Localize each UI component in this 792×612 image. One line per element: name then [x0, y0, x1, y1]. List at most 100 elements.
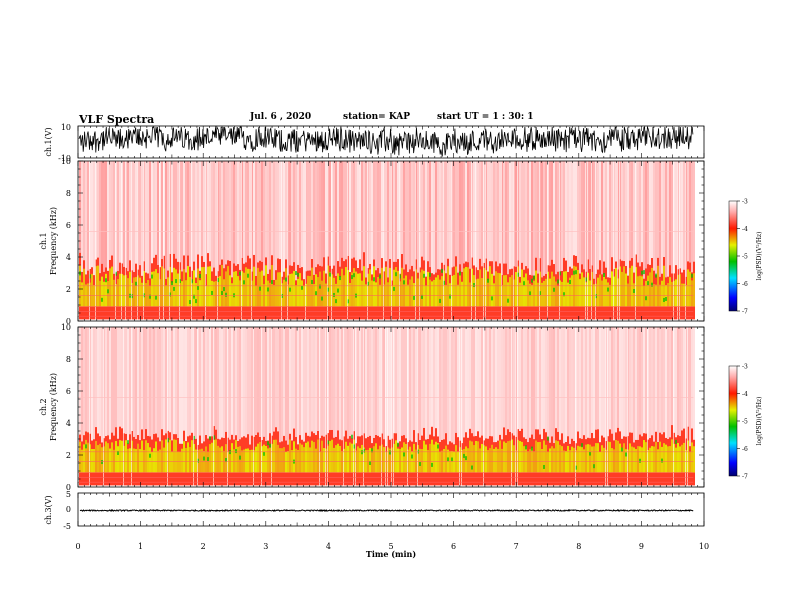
spectrogram-cell	[395, 267, 397, 307]
spectrogram-cell	[225, 327, 227, 432]
time-tick-label: 8	[576, 542, 581, 551]
spectrogram-cell	[505, 327, 507, 436]
spectrogram-cell	[601, 161, 603, 275]
spectrogram-cell	[377, 277, 379, 307]
spectrogram-cell	[99, 443, 101, 473]
spectrogram-cell	[167, 277, 169, 307]
spectrogram-cell	[689, 271, 691, 307]
spectrogram-cell	[653, 327, 655, 442]
spectrogram-cell	[509, 327, 511, 432]
spectrogram-cell	[315, 327, 317, 435]
spectrogram-cell	[423, 440, 425, 473]
ch2-colorbar-ticks: -3 -4 -5 -6 -7	[737, 364, 748, 481]
spectrogram-cell	[387, 282, 389, 307]
spectrogram-cell	[377, 161, 379, 269]
spectrogram-cell	[305, 327, 307, 433]
ch1-spectrogram-ticks	[77, 160, 705, 322]
spectrogram-cell	[593, 327, 595, 439]
spectrogram-cell	[459, 273, 461, 307]
spectrogram-cell	[255, 161, 257, 276]
spectrogram-cell	[551, 446, 553, 473]
spectrogram-cell	[249, 269, 251, 307]
spectrogram-cell	[351, 434, 353, 439]
spectrogram-cell	[593, 446, 595, 473]
spectrogram-cell	[487, 278, 489, 283]
spectrogram-cell	[325, 161, 327, 274]
spectrogram-cell	[625, 327, 627, 437]
plot-title: VLF Spectra	[79, 113, 155, 126]
spectrogram-cell	[383, 447, 385, 473]
ch2-spectrogram-ticks	[77, 326, 705, 488]
spectrogram-cell	[163, 161, 164, 321]
spectrogram-cell	[369, 161, 371, 264]
spectrogram-cell	[323, 270, 325, 307]
spectrogram-cell	[161, 440, 163, 473]
spectrogram-cell	[215, 281, 217, 307]
spectrogram-cell	[249, 161, 251, 259]
spectrogram-cell	[207, 161, 209, 254]
spectrogram-cell	[571, 275, 573, 307]
spectrogram-cell	[421, 269, 423, 307]
spectrogram-cell	[227, 161, 229, 261]
spectrogram-cell	[389, 327, 391, 440]
spectrogram-cell	[551, 161, 553, 260]
spectrogram-cell	[189, 447, 191, 473]
spectrogram-cell	[307, 161, 309, 271]
spectrogram-cell	[455, 161, 457, 257]
spectrogram-cell	[253, 161, 255, 255]
spectrogram-cell	[269, 161, 271, 270]
spectrogram-cell	[599, 451, 601, 473]
spectrogram-cell	[207, 457, 209, 462]
spectrogram-cell	[223, 279, 225, 307]
spectrogram-cell	[617, 161, 618, 321]
spectrogram-cell	[567, 445, 569, 473]
spectrogram-cell	[181, 327, 183, 444]
spectrogram-cell	[655, 441, 657, 473]
spectrogram-cell	[561, 446, 563, 473]
spectrogram-cell	[237, 276, 239, 307]
spectrogram-cell	[199, 161, 201, 271]
spectrogram-cell	[183, 269, 185, 307]
spectrogram-cell	[541, 327, 543, 440]
spectrogram-cell	[159, 449, 161, 473]
spectrogram-cell	[585, 161, 586, 321]
spectrogram-cell	[649, 327, 651, 439]
ch3-ytick-top: 5	[66, 490, 71, 499]
spectrogram-cell	[113, 327, 115, 436]
spectrogram-cell	[573, 270, 575, 275]
spectrogram-cell	[577, 445, 579, 473]
spectrogram-cell	[345, 161, 347, 260]
spectrogram-cell	[477, 278, 479, 307]
spectrogram-cell	[313, 327, 315, 434]
spectrogram-cell	[533, 280, 535, 307]
spectrogram-cell	[589, 161, 591, 270]
spectrogram-cell	[569, 280, 571, 285]
spectrogram-cell	[419, 461, 421, 466]
spectrogram-cell	[269, 447, 271, 473]
spectrogram-cell	[373, 277, 375, 282]
spectrogram-cell	[271, 161, 273, 256]
spectrogram-cell	[83, 161, 85, 261]
spectrogram-cell	[655, 327, 657, 432]
spectrogram-cell	[157, 161, 159, 265]
spectrogram-cell	[457, 161, 459, 273]
spectrogram-cell	[393, 286, 395, 291]
spectrogram-cell	[453, 451, 455, 473]
spectrogram-cell	[669, 446, 671, 473]
spectrogram-cell	[427, 161, 429, 262]
time-tick-label: 6	[451, 542, 456, 551]
spectrogram-cell	[209, 161, 211, 262]
ch1-ytick-top: 10	[61, 123, 71, 132]
spectrogram-cell	[187, 442, 189, 473]
spectrogram-cell	[675, 447, 677, 473]
spectrogram-cell	[275, 439, 277, 473]
ch3-ytick-bottom: -5	[63, 522, 71, 531]
spectrogram-cell	[519, 282, 521, 307]
spectrogram-cell	[281, 327, 283, 442]
spectrogram-cell	[293, 327, 295, 429]
spectrogram-cell	[393, 161, 395, 262]
spectrogram-cell	[237, 161, 239, 265]
spectrogram-cell	[513, 445, 515, 473]
spectrogram-cell	[147, 442, 149, 473]
spectrogram-cell	[605, 327, 606, 487]
